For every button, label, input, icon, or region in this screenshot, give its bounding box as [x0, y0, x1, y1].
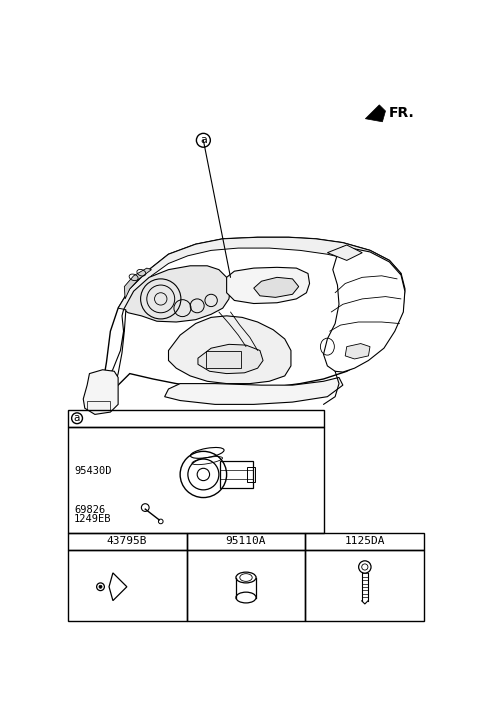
Bar	[68, 533, 187, 550]
Polygon shape	[324, 247, 405, 372]
Text: FR.: FR.	[389, 106, 414, 120]
Polygon shape	[345, 344, 370, 359]
Bar	[305, 533, 424, 550]
Bar	[68, 410, 324, 427]
Text: 1125DA: 1125DA	[345, 537, 385, 547]
Bar	[220, 460, 253, 489]
Polygon shape	[365, 105, 385, 122]
Bar	[187, 550, 305, 621]
Polygon shape	[227, 267, 310, 303]
Text: 95430D: 95430D	[74, 467, 111, 477]
Bar	[68, 550, 187, 621]
Polygon shape	[124, 268, 152, 299]
Polygon shape	[254, 277, 299, 298]
Polygon shape	[118, 238, 401, 310]
Text: 1249EB: 1249EB	[74, 514, 111, 524]
Bar	[247, 467, 254, 482]
Text: a: a	[74, 414, 80, 423]
Polygon shape	[123, 266, 230, 322]
Text: 69826: 69826	[74, 505, 105, 515]
Polygon shape	[165, 378, 343, 404]
Polygon shape	[103, 310, 126, 399]
Polygon shape	[327, 245, 362, 260]
Polygon shape	[83, 370, 118, 414]
Bar	[305, 550, 424, 621]
Circle shape	[227, 320, 234, 327]
Text: 95110A: 95110A	[226, 537, 266, 547]
Polygon shape	[103, 238, 405, 397]
Bar	[187, 533, 305, 550]
Polygon shape	[168, 316, 291, 384]
Text: a: a	[200, 135, 207, 145]
Bar	[68, 427, 324, 533]
Polygon shape	[198, 344, 263, 373]
Text: 43795B: 43795B	[107, 537, 147, 547]
Circle shape	[99, 585, 102, 588]
